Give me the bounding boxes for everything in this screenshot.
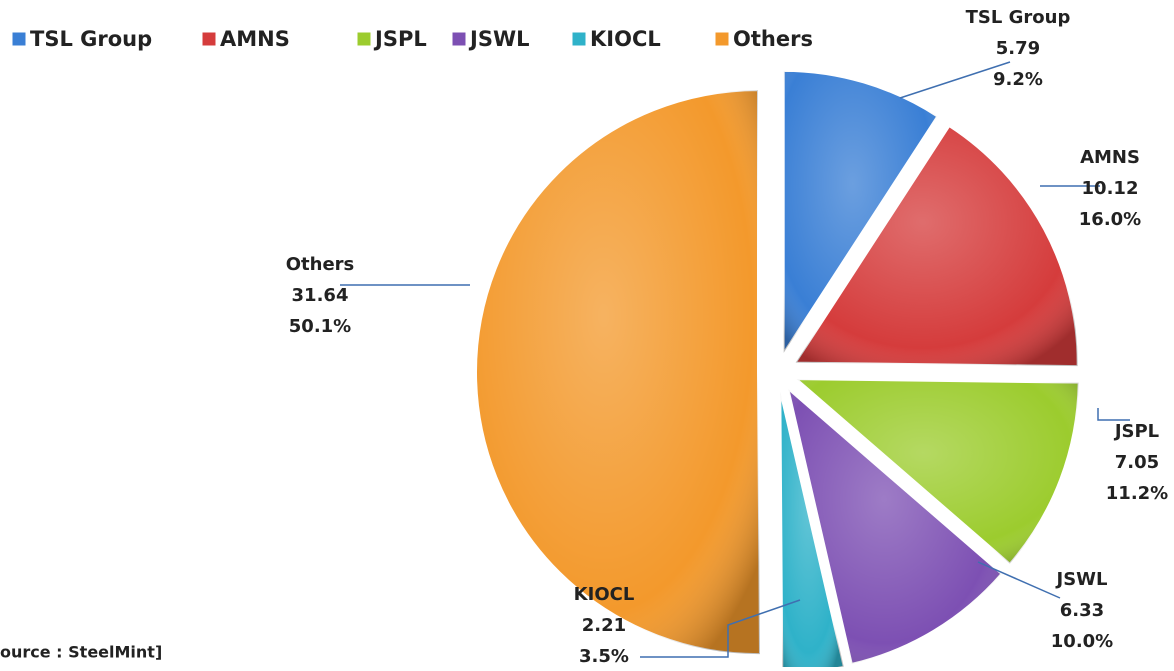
leader-line (640, 599, 801, 658)
pie-slice (475, 89, 761, 656)
legend-label: AMNS (220, 27, 290, 51)
data-label-name: JSWL (1055, 569, 1108, 590)
legend-swatch (11, 31, 27, 47)
legend-label: JSPL (373, 27, 427, 51)
data-label-percent: 11.2% (1106, 483, 1168, 504)
data-label-percent: 9.2% (993, 69, 1043, 90)
data-label-name: KIOCL (574, 584, 635, 605)
legend-label: JSWL (468, 27, 529, 51)
legend-label: TSL Group (30, 27, 152, 51)
legend-swatch (201, 31, 217, 47)
source-note: ource : SteelMint] (0, 643, 162, 662)
data-label-name: JSPL (1113, 421, 1159, 442)
legend-swatch (571, 31, 587, 47)
data-label-percent: 10.0% (1051, 631, 1113, 652)
data-label-percent: 16.0% (1079, 209, 1141, 230)
data-label-name: AMNS (1080, 147, 1140, 168)
data-label-value: 7.05 (1115, 452, 1159, 473)
data-label-name: Others (286, 254, 355, 275)
data-label-value: 2.21 (582, 615, 626, 636)
legend-swatch (356, 31, 372, 47)
leader-line (1097, 408, 1130, 421)
leader-line (977, 561, 1061, 599)
legend-label: Others (733, 27, 813, 51)
leader-line (899, 61, 1011, 99)
legend-swatch (451, 31, 467, 47)
legend-label: KIOCL (590, 27, 661, 51)
data-label-value: 10.12 (1082, 178, 1139, 199)
data-label-value: 5.79 (996, 38, 1040, 59)
data-label-percent: 3.5% (579, 646, 629, 667)
data-label-name: TSL Group (966, 7, 1071, 28)
data-label-value: 31.64 (292, 285, 349, 306)
data-label-percent: 50.1% (289, 316, 351, 337)
legend-swatch (714, 31, 730, 47)
data-label-value: 6.33 (1060, 600, 1104, 621)
